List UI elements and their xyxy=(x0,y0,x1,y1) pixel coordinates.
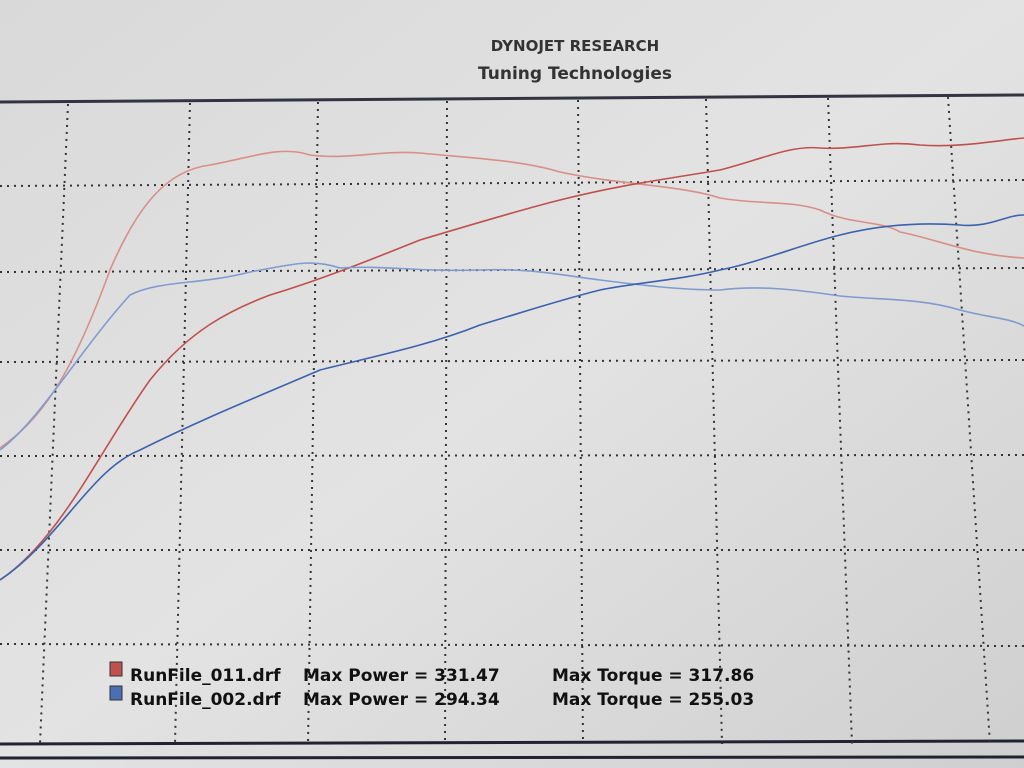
legend-power: Max Power = 331.47 xyxy=(303,666,500,686)
title: DYNOJET RESEARCH xyxy=(491,37,659,55)
subtitle: Tuning Technologies xyxy=(478,64,672,84)
legend-file: RunFile_011.drf xyxy=(130,666,281,686)
legend: RunFile_011.drf Max Power = 331.47 Max T… xyxy=(109,661,754,710)
frame-bottom xyxy=(0,739,1024,760)
frame-top xyxy=(0,93,1024,104)
legend-swatch xyxy=(109,661,123,677)
legend-torque: Max Torque = 255.03 xyxy=(552,690,754,710)
legend-swatch xyxy=(109,685,123,701)
curves xyxy=(0,137,1024,581)
legend-power: Max Power = 294.34 xyxy=(303,690,500,710)
legend-torque: Max Torque = 317.86 xyxy=(552,666,754,686)
legend-file: RunFile_002.drf xyxy=(130,690,281,710)
